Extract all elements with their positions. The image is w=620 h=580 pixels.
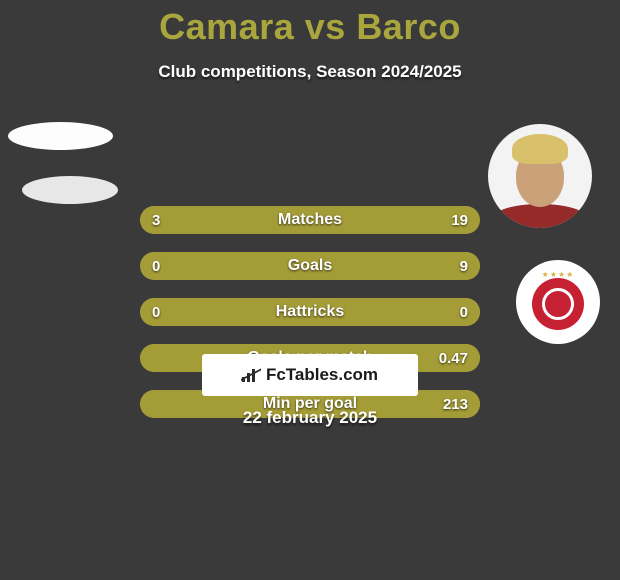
stat-bar-track	[140, 252, 480, 280]
stat-bar-track	[140, 298, 480, 326]
stat-row: Matches319	[140, 206, 480, 234]
player-a-club-badge	[22, 176, 118, 204]
avatar-jersey	[492, 204, 588, 228]
stat-bar-left	[140, 206, 188, 234]
brand-text: FcTables.com	[266, 365, 378, 385]
player-b-avatar	[488, 124, 592, 228]
comparison-infographic: Camara vs Barco Club competitions, Seaso…	[0, 0, 620, 580]
subtitle: Club competitions, Season 2024/2025	[0, 62, 620, 82]
club-disc-icon	[532, 278, 584, 330]
avatar-hair	[512, 134, 568, 164]
player-a-avatar	[8, 122, 113, 150]
stat-row: Hattricks00	[140, 298, 480, 326]
brand-logo-icon	[242, 368, 260, 382]
stat-bar-track	[140, 206, 480, 234]
stat-row: Goals09	[140, 252, 480, 280]
title-player-b: Barco	[356, 6, 461, 47]
stat-bar-left	[140, 252, 480, 280]
player-b-club-badge: ★★★★	[516, 260, 600, 344]
title-vs: vs	[305, 6, 346, 47]
page-title: Camara vs Barco	[0, 0, 620, 48]
title-player-a: Camara	[159, 6, 294, 47]
brand-badge: FcTables.com	[202, 354, 418, 396]
stat-bar-left	[140, 298, 480, 326]
date-label: 22 february 2025	[0, 408, 620, 428]
